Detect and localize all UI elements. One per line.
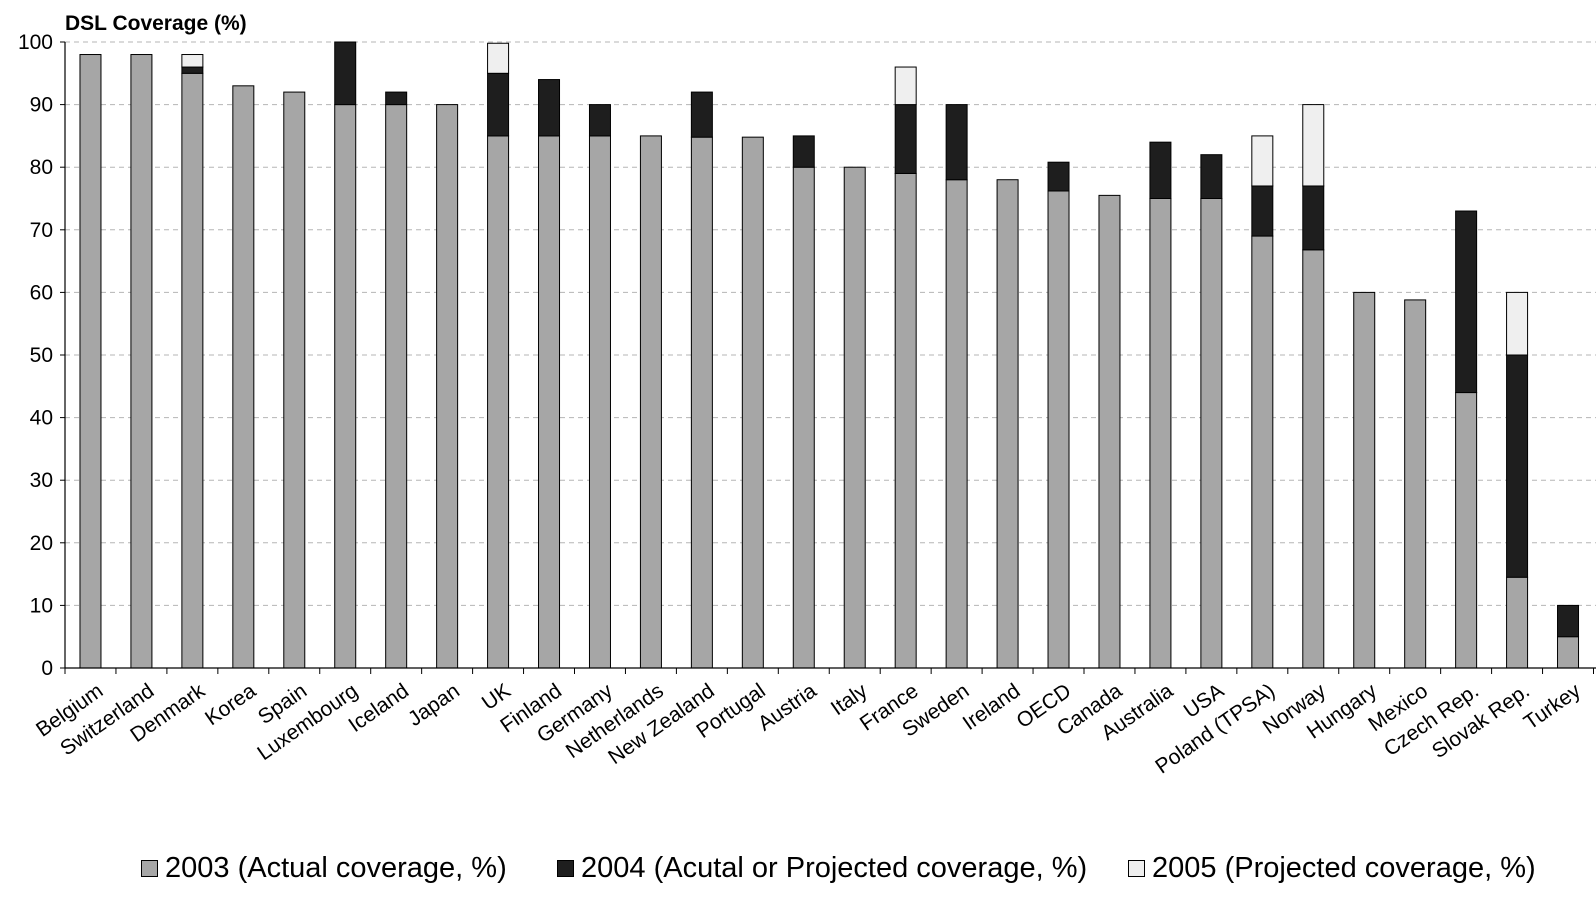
bar-segment-2 [894, 104, 917, 174]
y-tick-label: 20 [30, 532, 53, 555]
bar-segment-1 [181, 72, 204, 669]
legend-item: 2005 (Projected coverage, %) [1128, 852, 1536, 885]
bar-segment-1 [1302, 249, 1325, 669]
y-tick-label: 50 [30, 344, 53, 367]
bar-segment-2 [792, 135, 815, 168]
x-tick-label: Japan [404, 679, 464, 731]
bar-segment-1 [130, 54, 153, 669]
bar-segment-2 [1506, 354, 1529, 578]
bar-segment-1 [1455, 392, 1478, 669]
x-tick-label: Turkey [1520, 679, 1586, 734]
x-tick-label: Korea [201, 679, 260, 730]
legend-swatch [141, 860, 158, 877]
x-tick-label: Austria [754, 679, 821, 736]
gridlines [65, 41, 1596, 606]
y-tick-label: 70 [30, 219, 53, 242]
bar-segment-3 [181, 54, 204, 68]
bar-segment-2 [538, 79, 561, 137]
legend-swatch [557, 860, 574, 877]
bar-segment-1 [1200, 198, 1223, 669]
bar-segment-2 [334, 41, 357, 106]
bar-segment-2 [1557, 604, 1580, 638]
bar-segment-1 [283, 91, 306, 669]
bar-segment-3 [894, 66, 917, 106]
y-tick-label: 60 [30, 281, 53, 304]
legend-label: 2005 (Projected coverage, %) [1152, 852, 1536, 884]
bar-segment-2 [945, 104, 968, 181]
bar-segment-1 [1149, 198, 1172, 669]
bar-segment-2 [1149, 141, 1172, 200]
y-tick-label: 10 [30, 594, 53, 617]
bar-segment-1 [945, 179, 968, 669]
bar-segment-1 [436, 104, 459, 669]
bar-segment-2 [1251, 185, 1274, 237]
y-axis-title: DSL Coverage (%) [65, 12, 247, 35]
bar-segment-2 [1455, 210, 1478, 394]
bar-segment-1 [487, 135, 510, 669]
bar-segment-1 [1404, 299, 1427, 669]
bar-segment-2 [690, 91, 713, 138]
legend: 2003 (Actual coverage, %) 2004 (Acutal or… [0, 852, 1596, 892]
bar-segment-1 [792, 166, 815, 669]
bar-segment-1 [588, 135, 611, 669]
bar-segment-1 [894, 172, 917, 669]
bar-segment-2 [1302, 185, 1325, 251]
bar-segment-3 [1506, 291, 1529, 356]
bar-segment-2 [385, 91, 408, 106]
bar-segment-3 [1302, 104, 1325, 187]
bar-segment-1 [741, 136, 764, 669]
bar-segment-2 [181, 66, 204, 74]
bar-segment-1 [1098, 194, 1121, 669]
bar-segment-1 [79, 54, 102, 669]
bar-segment-1 [690, 136, 713, 669]
bar-segment-1 [232, 85, 255, 669]
bar-segment-1 [1251, 235, 1274, 669]
bar-segment-1 [538, 135, 561, 669]
bar-segment-1 [1506, 576, 1529, 669]
bar-segment-3 [487, 42, 510, 74]
bar-segment-1 [334, 104, 357, 669]
y-tick-label: 40 [30, 407, 53, 430]
bar-segment-1 [639, 135, 662, 669]
y-tick-label: 80 [30, 156, 53, 179]
x-tick-label: Ireland [959, 679, 1025, 735]
bar-segment-1 [996, 179, 1019, 669]
y-tick-label: 90 [30, 94, 53, 117]
bar-segment-1 [1557, 636, 1580, 669]
bar-segment-2 [1200, 154, 1223, 199]
bar-segment-1 [1353, 291, 1376, 669]
bar-segment-2 [487, 72, 510, 137]
y-tick-label: 30 [30, 469, 53, 492]
bar-segment-2 [1047, 161, 1070, 192]
legend-label: 2004 (Acutal or Projected coverage, %) [581, 852, 1088, 884]
legend-item: 2003 (Actual coverage, %) [141, 852, 507, 885]
legend-label: 2003 (Actual coverage, %) [165, 852, 507, 884]
legend-item: 2004 (Acutal or Projected coverage, %) [557, 852, 1087, 885]
bar-segment-1 [1047, 190, 1070, 669]
bar-segment-3 [1251, 135, 1274, 187]
y-tick-label: 0 [41, 657, 53, 680]
bar-stacks [79, 41, 1580, 669]
bar-segment-2 [588, 104, 611, 137]
y-tick-label: 100 [18, 31, 53, 54]
legend-swatch [1128, 860, 1145, 877]
bar-segment-1 [385, 104, 408, 669]
bar-segment-1 [843, 166, 866, 669]
